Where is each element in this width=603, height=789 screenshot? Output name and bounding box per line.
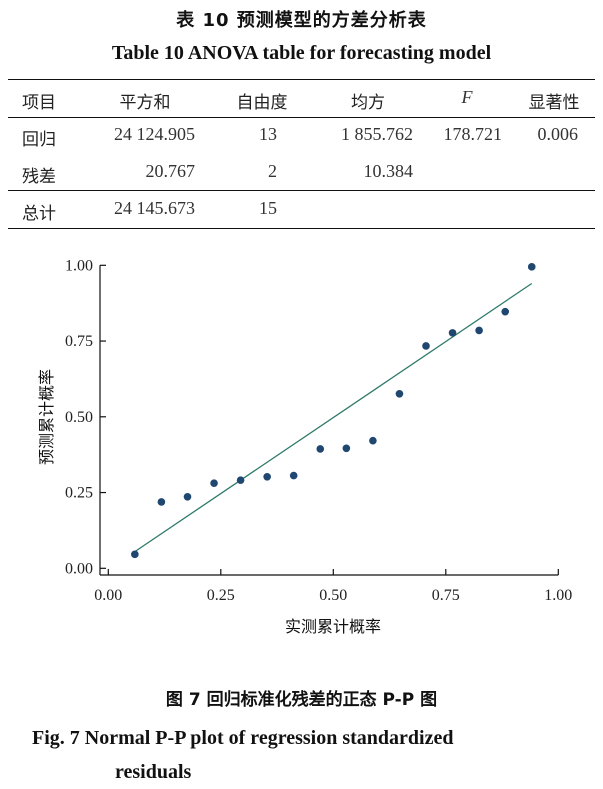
- y-tick-label: 1.00: [65, 257, 93, 274]
- pp-plot: 0.00 0.25 0.50 0.75 1.00 0.00 0.25 0.50 0.75 1.00: [65, 257, 572, 604]
- data-point: [527, 263, 536, 271]
- y-tick-label: 0.00: [65, 560, 93, 577]
- cell-df: 15: [259, 198, 277, 218]
- x-tick-label: 0.50: [319, 587, 347, 604]
- data-point: [369, 436, 377, 445]
- x-tick-label: 0.00: [94, 587, 122, 604]
- header-df: 自由度: [236, 93, 288, 113]
- row-label: 残差: [22, 167, 56, 187]
- data-point: [289, 471, 298, 480]
- row-label: 回归: [22, 130, 56, 150]
- header-sum-of-squares: 平方和: [119, 93, 171, 113]
- y-tick-label: 0.75: [65, 333, 93, 350]
- table-bottom-rule: [8, 228, 595, 229]
- data-point: [501, 307, 510, 316]
- cell-f: 178.721: [443, 124, 503, 144]
- cell-ms: 1 855.762: [341, 124, 413, 144]
- table-title-cn: 表 10 预测模型的方差分析表: [176, 10, 427, 31]
- cell-ms: 10.384: [363, 161, 414, 181]
- x-tick-label: 0.25: [207, 587, 235, 604]
- row-label: 总计: [22, 204, 56, 224]
- data-point: [422, 342, 430, 350]
- x-tick-label: 1.00: [544, 587, 572, 604]
- header-item: 项目: [22, 93, 56, 113]
- data-point: [448, 329, 457, 337]
- header-mean-square: 均方: [351, 93, 385, 113]
- table-title-en: Table 10 ANOVA table for forecasting mod…: [111, 42, 492, 64]
- data-point: [157, 498, 166, 506]
- x-axis-label: 实测累计概率: [284, 617, 381, 636]
- data-point: [210, 479, 218, 487]
- y-tick-label: 0.50: [65, 409, 93, 426]
- figure-caption-cn: 图 7 回归标准化残差的正态 P-P 图: [165, 690, 438, 710]
- cell-ss: 24 145.673: [114, 198, 195, 218]
- header-f: F: [461, 87, 473, 107]
- figure-caption-en-line2: residuals: [115, 761, 192, 783]
- cell-ss: 20.767: [145, 161, 196, 181]
- cell-ss: 24 124.905: [114, 124, 195, 144]
- y-axis-label: 预测累计概率: [37, 369, 56, 466]
- cell-df: 13: [259, 124, 277, 144]
- header-significance: 显著性: [528, 93, 580, 113]
- data-point: [236, 476, 245, 484]
- data-point: [316, 445, 325, 453]
- table-total-rule: [8, 190, 595, 191]
- data-point: [263, 472, 271, 481]
- data-point: [131, 550, 139, 559]
- cell-df: 2: [268, 161, 277, 181]
- reference-line: [134, 282, 533, 553]
- x-tick-label: 0.75: [432, 587, 460, 604]
- table-header-rule: [8, 117, 595, 118]
- table-top-rule: [8, 79, 595, 80]
- data-point: [395, 389, 404, 398]
- data-point: [342, 444, 351, 453]
- data-point: [475, 326, 483, 335]
- figure-caption-en-line1: Fig. 7 Normal P-P plot of regression sta…: [32, 727, 454, 749]
- cell-sig: 0.006: [537, 124, 579, 144]
- data-point: [183, 492, 192, 501]
- y-tick-label: 0.25: [65, 485, 93, 502]
